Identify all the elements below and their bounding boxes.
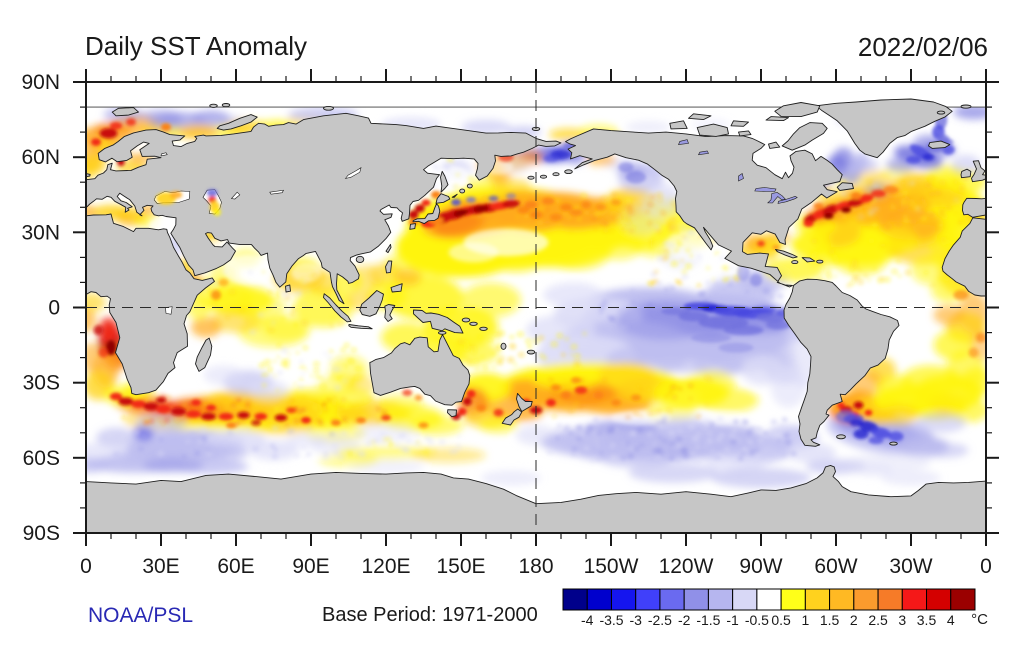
svg-text:120W: 120W xyxy=(659,555,714,578)
svg-text:150W: 150W xyxy=(584,555,639,578)
svg-text:2.5: 2.5 xyxy=(868,612,888,628)
svg-text:0: 0 xyxy=(80,555,92,578)
svg-text:-2.5: -2.5 xyxy=(648,612,672,628)
svg-text:1.5: 1.5 xyxy=(820,612,840,628)
svg-text:-0.5: -0.5 xyxy=(745,612,769,628)
svg-text:0: 0 xyxy=(980,555,992,578)
svg-text:-3.5: -3.5 xyxy=(599,612,623,628)
svg-text:60E: 60E xyxy=(217,555,254,578)
svg-text:-1: -1 xyxy=(726,612,739,628)
svg-text:2: 2 xyxy=(850,612,858,628)
svg-text:0: 0 xyxy=(48,297,60,320)
svg-text:2022/02/06: 2022/02/06 xyxy=(858,32,988,62)
svg-text:30N: 30N xyxy=(21,221,60,244)
svg-text:60W: 60W xyxy=(814,555,857,578)
svg-text:30E: 30E xyxy=(142,555,179,578)
svg-text:60N: 60N xyxy=(21,146,60,169)
svg-text:180: 180 xyxy=(518,555,553,578)
svg-text:150E: 150E xyxy=(436,555,485,578)
svg-text:60S: 60S xyxy=(23,447,60,470)
svg-text:1: 1 xyxy=(802,612,810,628)
svg-text:-3: -3 xyxy=(629,612,642,628)
svg-text:-4: -4 xyxy=(581,612,594,628)
svg-text:90N: 90N xyxy=(21,71,60,94)
svg-text:-1.5: -1.5 xyxy=(696,612,720,628)
svg-text:NOAA/PSL: NOAA/PSL xyxy=(88,604,193,627)
svg-text:3.5: 3.5 xyxy=(917,612,937,628)
svg-text:4: 4 xyxy=(947,612,955,628)
svg-text:30W: 30W xyxy=(889,555,932,578)
svg-text:0.5: 0.5 xyxy=(771,612,791,628)
svg-text:°C: °C xyxy=(971,611,988,628)
svg-text:30S: 30S xyxy=(23,372,60,395)
svg-text:90E: 90E xyxy=(292,555,329,578)
svg-text:120E: 120E xyxy=(361,555,410,578)
svg-text:-2: -2 xyxy=(678,612,691,628)
svg-text:Daily SST Anomaly: Daily SST Anomaly xyxy=(85,31,307,61)
svg-text:90S: 90S xyxy=(23,522,60,545)
svg-text:90W: 90W xyxy=(739,555,782,578)
svg-text:Base Period: 1971-2000: Base Period: 1971-2000 xyxy=(322,604,538,626)
svg-text:3: 3 xyxy=(898,612,906,628)
